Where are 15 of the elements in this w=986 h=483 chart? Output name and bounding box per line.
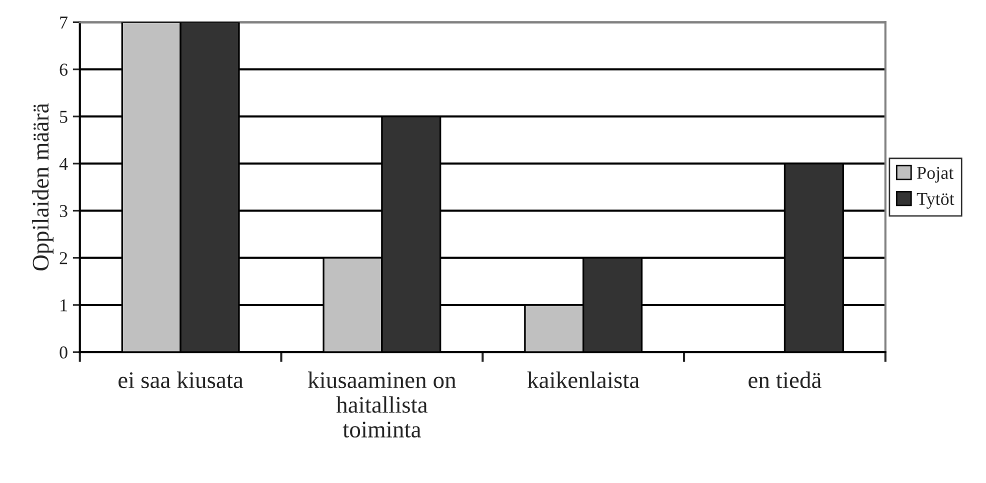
y-tick-label: 1 xyxy=(60,299,67,312)
y-axis-title: Oppilaiden määrä xyxy=(32,103,54,270)
y-tick-label: 7 xyxy=(60,16,68,28)
y-tick-label: 0 xyxy=(60,346,68,359)
x-tick-label: en tiedä xyxy=(748,372,822,388)
y-tick-label: 3 xyxy=(60,205,68,218)
x-tick-label: kaikenlaista xyxy=(527,372,640,388)
x-tick-label: ei saa kiusata xyxy=(118,372,244,388)
y-tick-label: 6 xyxy=(60,64,68,76)
legend-label: Tytöt xyxy=(916,193,954,209)
y-tick-label: 5 xyxy=(60,110,68,123)
y-tick-label: 2 xyxy=(60,252,68,264)
legend-label: Pojat xyxy=(917,166,954,183)
x-tick-label: kiusaaminen on haitallista toiminta xyxy=(308,372,456,438)
y-tick-label: 4 xyxy=(59,158,68,170)
